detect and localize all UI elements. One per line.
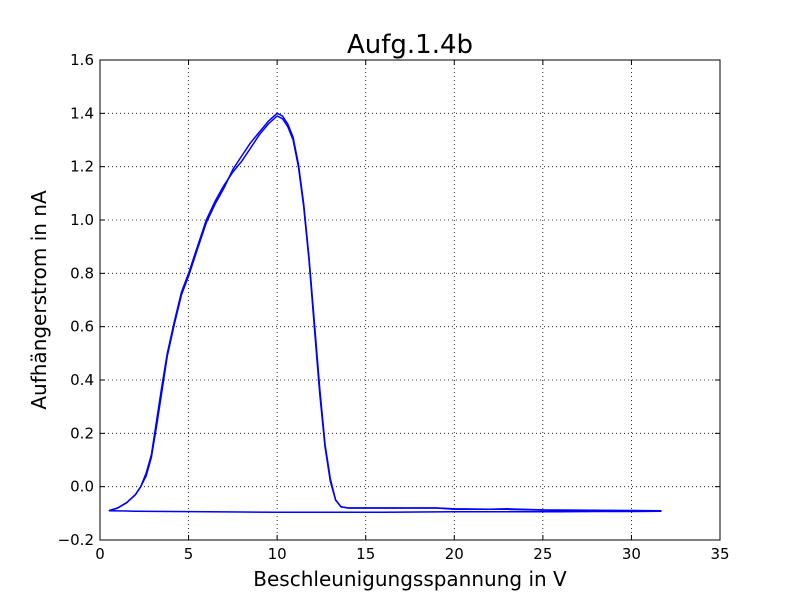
- x-tick-label: 25: [533, 545, 552, 563]
- y-tick-label: 0.0: [70, 478, 94, 496]
- x-tick-label: 35: [710, 545, 729, 563]
- series-layer: [108, 112, 662, 514]
- y-tick-label: 1.0: [70, 211, 94, 229]
- y-axis-label: Aufhängerstrom in nA: [27, 190, 51, 410]
- x-tick-label: 5: [184, 545, 194, 563]
- y-tick-label: 0.8: [70, 264, 94, 282]
- grid: [100, 60, 720, 540]
- x-tick-label: 30: [622, 545, 641, 563]
- x-tick-label: 20: [445, 545, 464, 563]
- y-tick-label: −0.2: [58, 531, 94, 549]
- ticks: 0 5 10 15 20 25 30 35 −0.2 0.0 0.2 0.4 0.6 0.8 1.0 1.2 1…: [58, 51, 730, 563]
- x-tick-label: 10: [268, 545, 287, 563]
- y-tick-label: 0.6: [70, 318, 94, 336]
- x-axis-label: Beschleunigungsspannung in V: [253, 567, 567, 591]
- y-tick-label: 1.4: [70, 104, 94, 122]
- y-tick-label: 0.4: [70, 371, 94, 389]
- series-line-3: [108, 509, 662, 514]
- y-tick-label: 1.6: [70, 51, 94, 69]
- x-tick-label: 15: [356, 545, 375, 563]
- series-line-2: [108, 112, 662, 512]
- y-tick-label: 1.2: [70, 158, 94, 176]
- y-tick-label: 0.2: [70, 424, 94, 442]
- x-tick-label: 0: [95, 545, 105, 563]
- chart-title: Aufg.1.4b: [347, 30, 473, 60]
- plot-area-frame: [99, 59, 721, 541]
